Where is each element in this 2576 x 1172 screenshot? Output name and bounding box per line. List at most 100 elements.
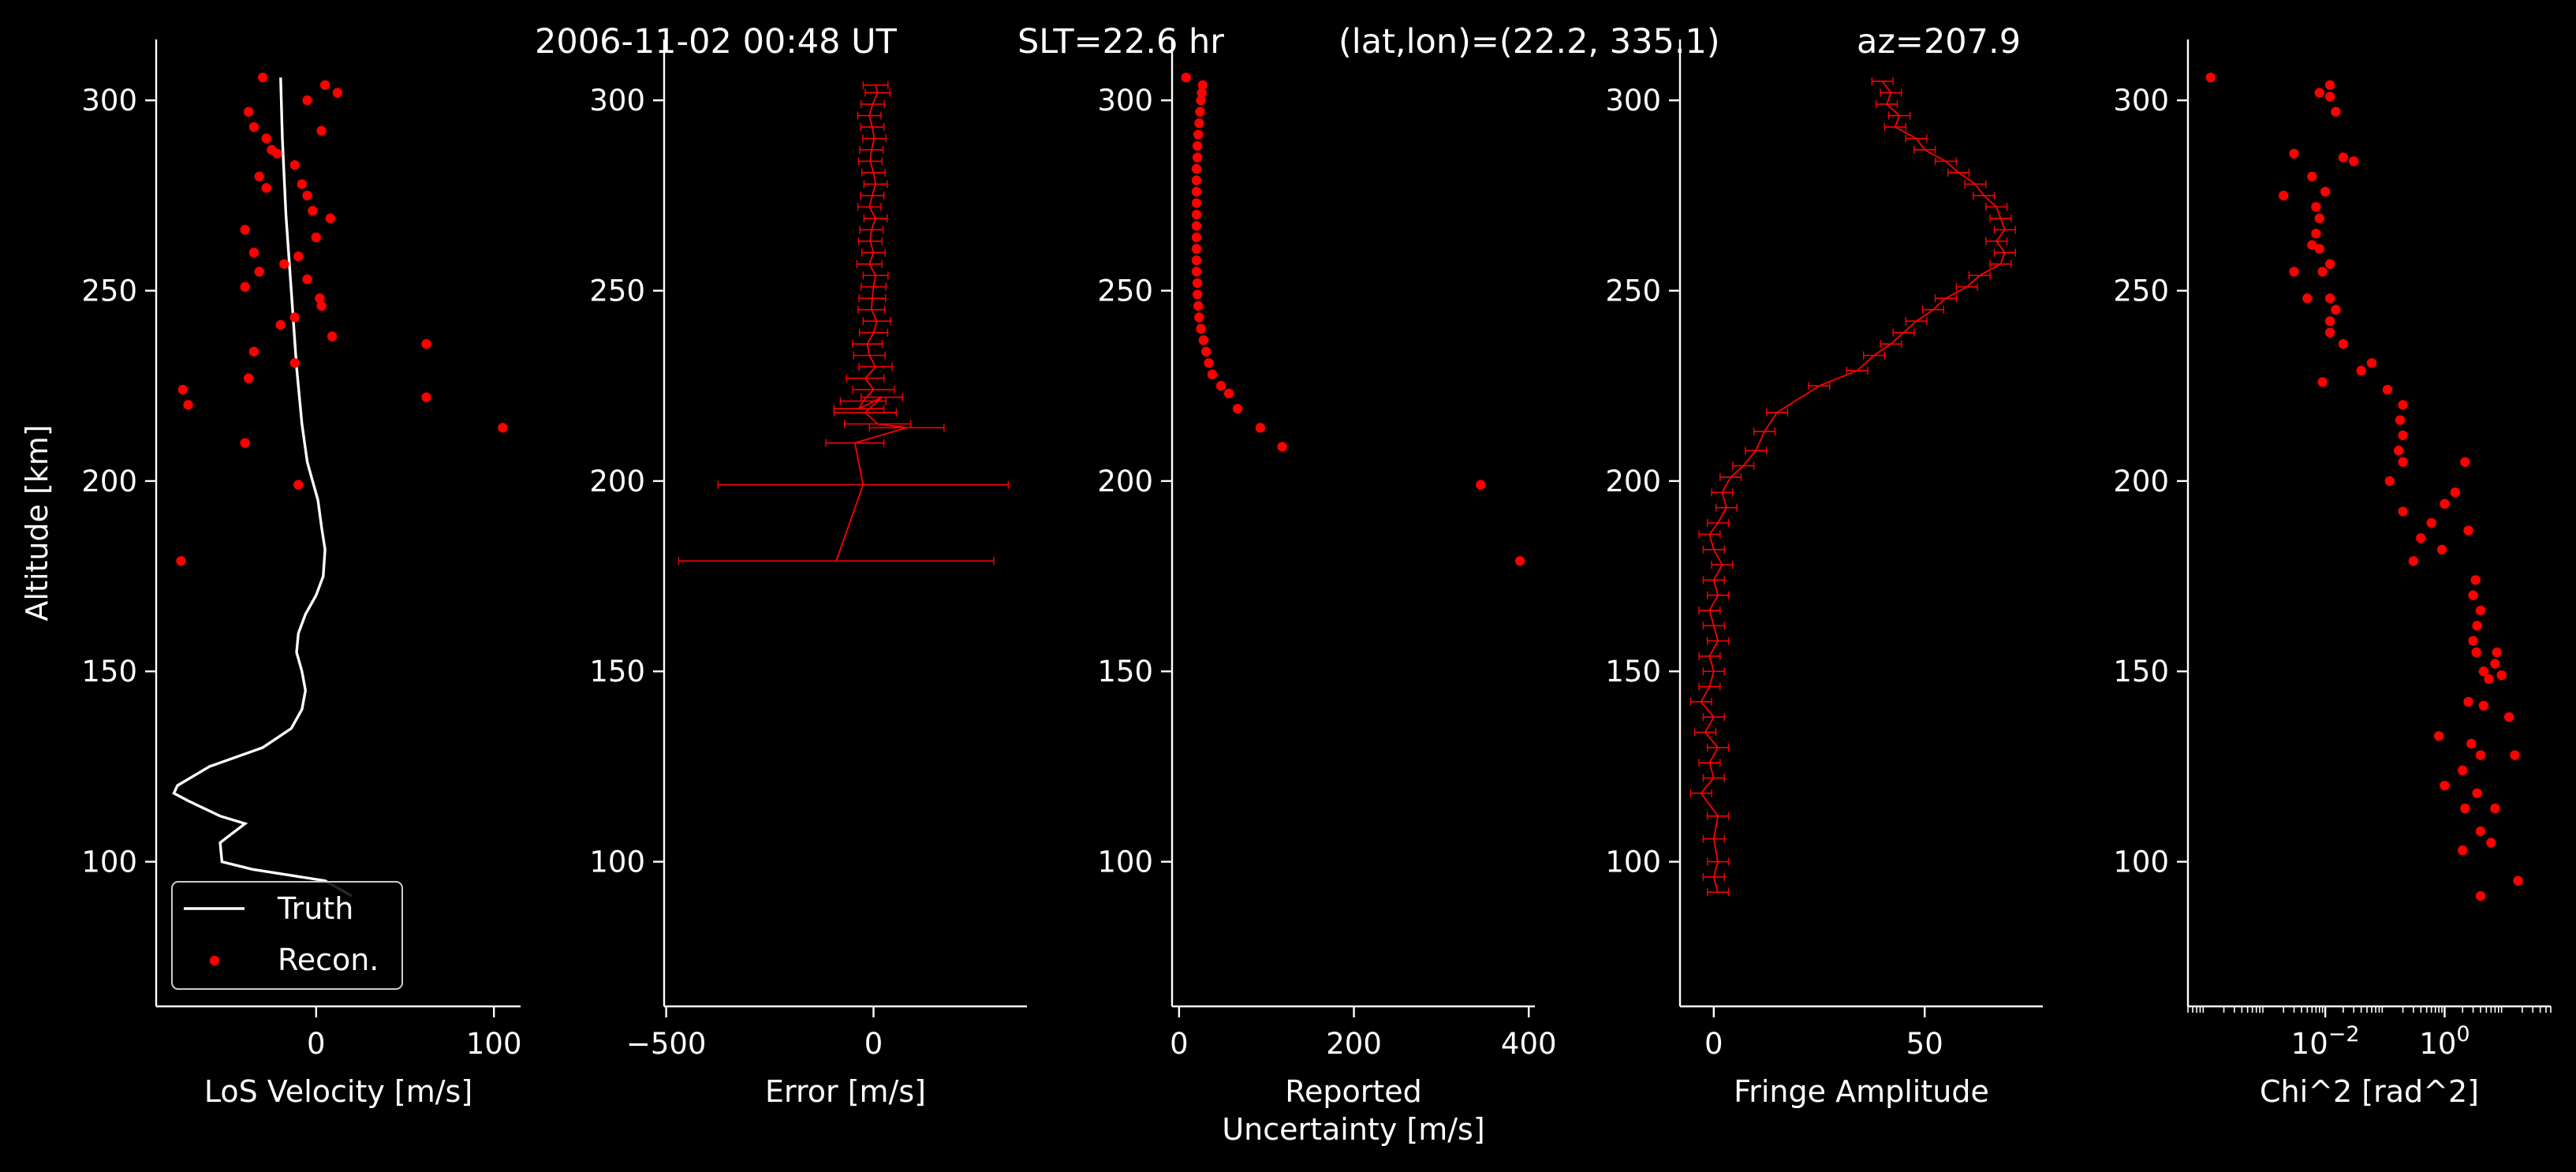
data-point [2471,647,2481,658]
data-point [2510,750,2520,760]
data-point [254,267,264,277]
data-point [1195,106,1205,117]
data-point [1255,423,1266,433]
data-point [2320,186,2331,197]
data-point [2468,636,2478,646]
data-point [2205,73,2216,83]
y-tick-label: 100 [81,845,137,879]
data-point [2440,498,2450,509]
data-point [267,144,277,155]
data-point [243,106,254,117]
data-point [421,392,431,402]
data-point [2349,156,2359,166]
data-point [2356,365,2366,376]
data-point [2475,605,2486,616]
data-point [2384,476,2395,487]
data-point [302,274,312,285]
data-point [176,556,186,566]
data-point [183,400,193,410]
data-point [1193,300,1204,312]
x-axis-label: Reported [1285,1074,1421,1109]
x-tick-label: 0 [864,1027,883,1061]
data-point [2468,590,2478,600]
truth-line [172,77,353,898]
y-tick-label: 150 [589,655,645,689]
data-point [2324,91,2335,102]
x-axis-label: Fringe Amplitude [1734,1074,1989,1109]
data-point [2496,670,2507,681]
y-tick-label: 200 [589,465,645,498]
data-point [2466,738,2477,749]
data-point [2472,621,2482,631]
errorbar-line [1700,80,2006,893]
y-tick-label: 300 [81,84,137,118]
data-point [2450,487,2460,498]
data-point [1198,335,1209,345]
data-point [325,213,336,224]
data-point [332,88,343,98]
data-point [1191,175,1202,185]
data-point [2460,457,2470,467]
data-point [1194,118,1204,129]
data-point [1197,88,1207,98]
data-point [2289,267,2299,277]
title-slt: SLT=22.6 hr [1017,22,1224,62]
data-point [289,358,300,368]
x-axis-label: Chi^2 [rad^2] [2260,1074,2479,1109]
data-point [1201,346,1211,356]
data-point [1196,95,1206,106]
title-time: 2006-11-02 00:48 UT [535,22,898,62]
data-point [1191,186,1202,197]
data-point [2460,803,2470,814]
data-point [297,179,307,189]
data-point [2426,517,2436,528]
data-point [2458,765,2468,775]
data-point [2472,788,2482,798]
title-az: az=207.9 [1857,22,2021,62]
y-tick-label: 200 [81,465,137,498]
panel-1: 100 150 200 250 300 0 100 LoS Velocity [m/s] Alt… [20,39,522,1109]
panel-4: 100 150 200 250 300 0 50 Fringe Amplitude [1605,39,2043,1109]
data-point [315,293,325,304]
data-point [261,183,271,193]
data-point [2458,845,2468,856]
data-point [279,259,289,269]
y-tick-label: 300 [589,84,645,118]
data-point [1215,381,1226,391]
data-point [327,331,338,342]
y-tick-label: 100 [1097,845,1153,879]
data-point [2324,327,2335,338]
data-point [1191,163,1202,174]
data-point [2436,544,2447,554]
x-tick-label: 0 [1704,1027,1723,1061]
data-point [2398,457,2408,467]
data-point [2317,377,2328,387]
data-point [2289,148,2299,159]
panel-3: 100 150 200 250 300 0 200 400 ReportedUncertaint… [1097,39,1557,1147]
data-point [2324,315,2335,327]
y-tick-label: 300 [1605,84,1661,118]
data-point [2338,152,2349,162]
data-point [2475,750,2486,760]
data-point [2324,259,2335,269]
data-point [1192,140,1203,151]
data-point [2408,556,2419,566]
figure-title: 2006-11-02 00:48 UT SLT=22.6 hr (lat,lon… [535,22,2021,62]
data-point [1193,129,1204,140]
x-tick-label: 0 [307,1027,326,1061]
data-point [2324,293,2335,304]
legend-entry-recon: Recon. [278,942,379,977]
x-tick-label: 0 [1170,1027,1189,1061]
data-point [1476,480,1486,490]
data-point [2475,890,2486,901]
y-tick-label: 250 [2113,274,2169,308]
y-tick-label: 150 [1097,655,1153,689]
data-point [243,373,254,383]
legend: Truth Recon. [171,881,403,990]
panel-2: 100 150 200 250 300 −500 0 Error [m/s] [589,39,1027,1109]
x-tick-label: −500 [626,1027,707,1061]
data-point [2398,506,2408,517]
